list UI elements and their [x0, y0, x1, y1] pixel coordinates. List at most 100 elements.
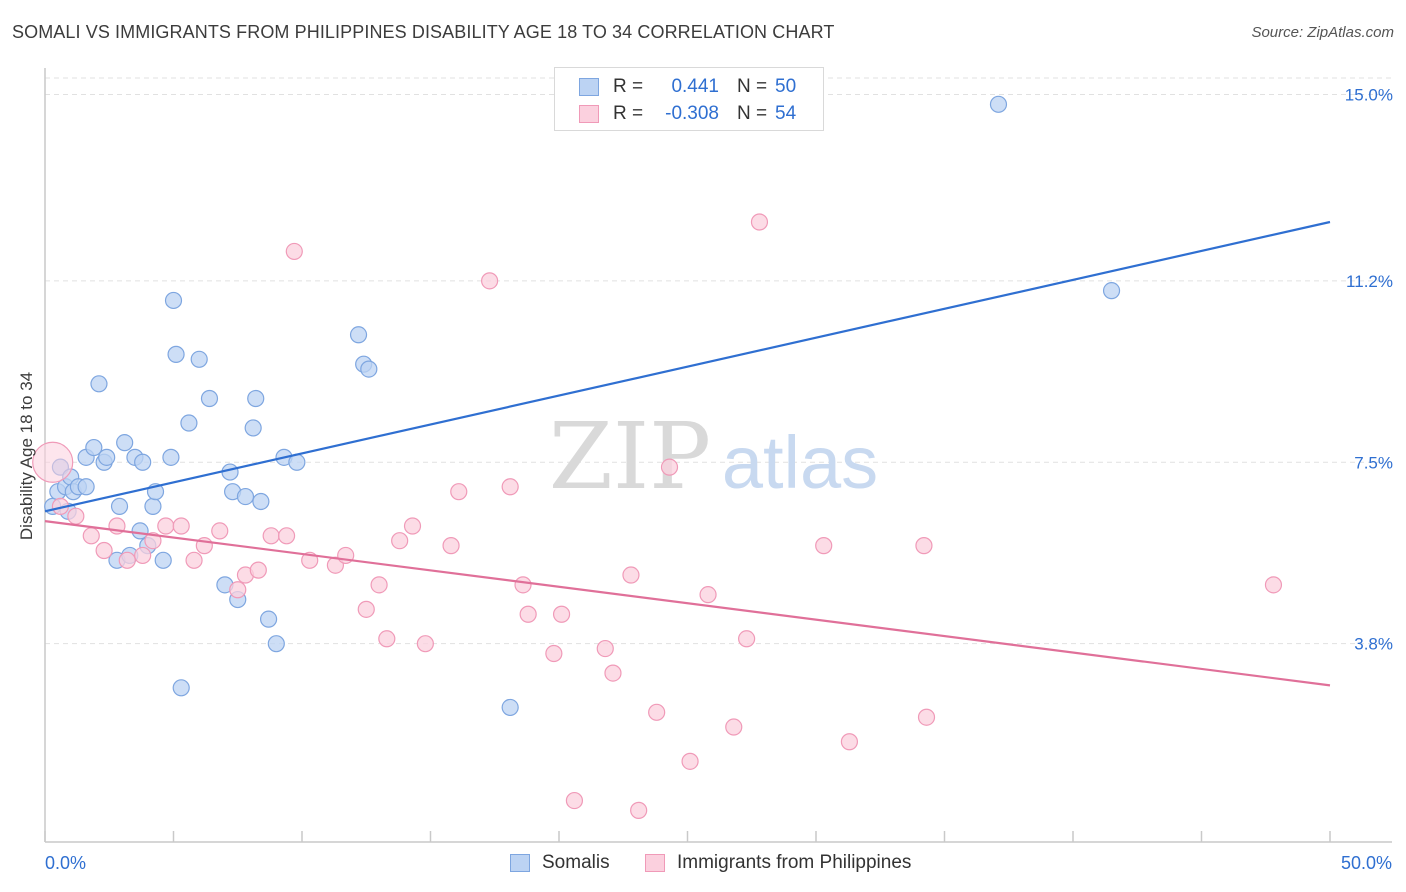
- somali-point: [90, 375, 108, 393]
- legend-n-value: 50: [775, 76, 797, 97]
- tick-labels: 3.8% 7.5% 11.2% 15.0% 0.0% 50.0%: [45, 86, 1393, 873]
- philippines-point: [681, 752, 699, 770]
- philippines-trend-line: [44, 520, 1331, 687]
- somali-point: [131, 522, 149, 540]
- legend-r-value: 0.441: [671, 76, 719, 97]
- stats-legend: R = 0.441 N = 50 R = -0.308 N = 54: [554, 67, 824, 131]
- philippines-point: [378, 630, 396, 648]
- somali-point: [259, 610, 278, 628]
- bottom-legend-swatch-somalis: [510, 854, 530, 872]
- philippines-point: [596, 639, 614, 658]
- philippines-point: [630, 801, 648, 819]
- x-tick-label: 50.0%: [1341, 853, 1392, 873]
- philippines-point: [134, 546, 152, 565]
- philippines-point: [660, 458, 679, 476]
- legend-row-philippines: R = -0.308 N = 54: [579, 101, 796, 127]
- y-axis-label: Disability Age 18 to 34: [17, 371, 36, 541]
- philippines-point: [481, 272, 499, 290]
- philippines-point: [416, 635, 434, 653]
- somali-trend-line: [44, 220, 1331, 513]
- legend-row-somalis: R = 0.441 N = 50: [579, 74, 796, 100]
- y-tick-label: 11.2%: [1346, 272, 1393, 291]
- somali-point: [221, 463, 239, 481]
- philippines-point: [82, 527, 100, 545]
- philippines-point: [357, 600, 375, 618]
- legend-n-value: 54: [775, 103, 797, 124]
- philippines-point: [604, 664, 622, 682]
- axes: [44, 68, 1392, 843]
- somali-point: [134, 453, 152, 471]
- y-tick-label: 15.0%: [1345, 86, 1393, 105]
- somali-point: [267, 635, 285, 653]
- bottom-legend-label-philippines: Immigrants from Philippines: [677, 852, 912, 873]
- philippines-point: [95, 541, 113, 560]
- philippines-point: [738, 630, 756, 648]
- somali-point: [190, 350, 208, 368]
- somali-point: [98, 448, 116, 466]
- philippines-point: [552, 605, 571, 623]
- philippines-point: [501, 478, 519, 496]
- philippines-point: [285, 242, 303, 261]
- philippines-point: [699, 586, 717, 604]
- philippines-point: [622, 566, 640, 584]
- philippines-point: [32, 441, 74, 483]
- somali-point: [116, 434, 134, 452]
- philippines-point: [450, 483, 468, 501]
- watermark-zip: ZIP: [549, 403, 711, 510]
- source-credit: Source: ZipAtlas.com: [1251, 24, 1394, 41]
- somali-point: [154, 551, 172, 569]
- bottom-legend-label-somalis: Somalis: [542, 852, 610, 873]
- grid-lines: [45, 77, 1392, 645]
- bottom-legend-swatch-philippines: [645, 854, 665, 872]
- philippines-point: [750, 213, 769, 231]
- philippines-point: [725, 718, 743, 736]
- philippines-point: [917, 708, 936, 726]
- y-tick-label: 3.8%: [1354, 635, 1393, 654]
- philippines-point: [840, 733, 859, 751]
- somali-point: [167, 345, 185, 363]
- somali-point: [244, 419, 262, 437]
- somali-point: [501, 698, 519, 717]
- somali-point: [1102, 282, 1121, 300]
- somali-point: [77, 478, 95, 496]
- watermark-atlas: atlas: [722, 421, 878, 504]
- philippines-point: [172, 517, 190, 535]
- philippines-point: [565, 791, 584, 810]
- somali-point: [110, 497, 129, 515]
- somali-point: [164, 291, 183, 310]
- y-tick-label: 7.5%: [1354, 453, 1393, 472]
- bottom-legend-philippines: Immigrants from Philippines: [645, 852, 911, 874]
- philippines-point: [277, 527, 296, 545]
- watermark: ZIP atlas: [549, 403, 878, 510]
- somali-point: [247, 389, 265, 408]
- philippines-point: [211, 522, 229, 540]
- chart-title: SOMALI VS IMMIGRANTS FROM PHILIPPINES DI…: [12, 22, 835, 42]
- bottom-legend-somalis: Somalis: [510, 852, 610, 874]
- philippines-point: [370, 576, 388, 594]
- philippines-point: [391, 532, 409, 550]
- somali-point: [172, 679, 190, 697]
- somali-point: [360, 360, 378, 378]
- philippines-point: [519, 605, 537, 623]
- philippines-point: [229, 581, 247, 599]
- philippines-point: [545, 644, 563, 663]
- somali-point: [252, 492, 270, 511]
- philippines-point: [157, 517, 175, 535]
- somali-point: [180, 414, 198, 432]
- legend-n-label: N =: [737, 103, 768, 124]
- somali-point: [162, 448, 180, 466]
- somali-point: [989, 95, 1008, 113]
- philippines-point: [403, 517, 422, 535]
- legend-r-value: -0.308: [665, 103, 719, 124]
- somali-point: [200, 389, 219, 408]
- philippines-point: [144, 532, 162, 550]
- philippines-point: [185, 551, 203, 569]
- legend-swatch-somalis: [579, 78, 599, 96]
- legend-r-label: R =: [613, 76, 644, 97]
- somali-point: [144, 497, 162, 515]
- philippines-point: [118, 551, 136, 569]
- legend-n-label: N =: [737, 76, 768, 97]
- philippines-point: [648, 703, 666, 721]
- philippines-point: [249, 561, 267, 579]
